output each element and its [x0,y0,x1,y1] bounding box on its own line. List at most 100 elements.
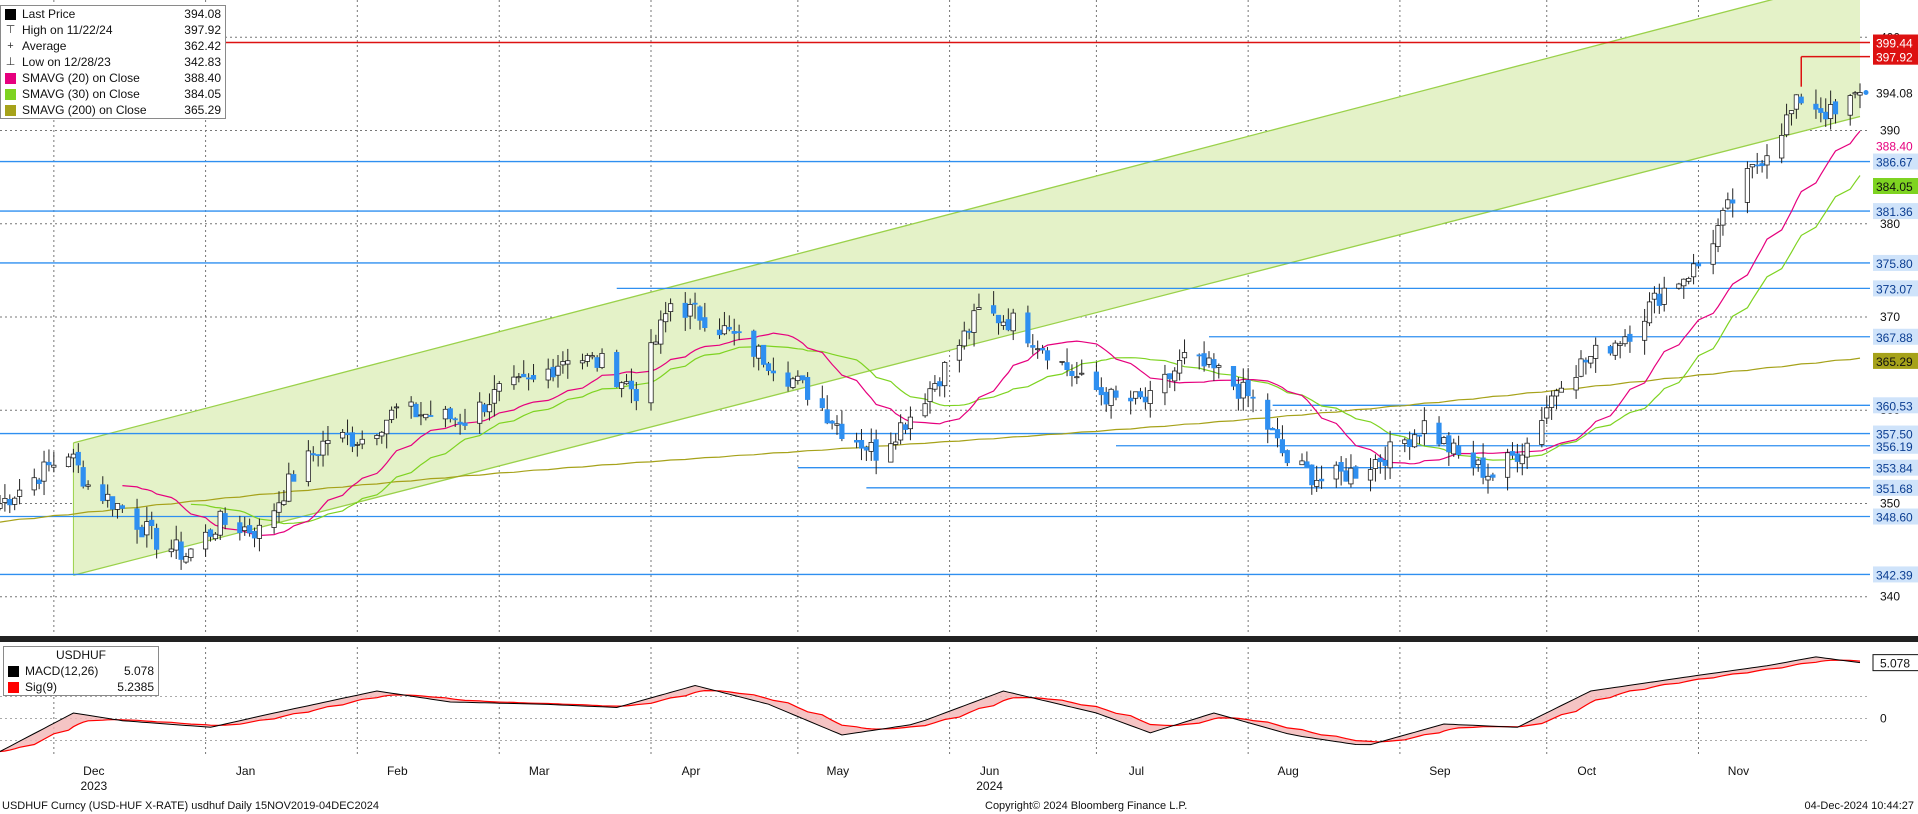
candle [70,453,76,459]
candle [1040,347,1046,351]
candle [1108,388,1114,406]
legend-swatch [5,8,16,20]
legend-value: 342.83 [184,55,221,69]
candle [584,355,591,362]
candle [1436,422,1442,445]
candle [1710,243,1716,265]
candle [1656,293,1662,306]
candle [1676,283,1682,289]
candle [1720,209,1726,226]
candle [1314,479,1320,487]
candle [1553,390,1560,397]
candle [173,539,179,551]
candle [183,556,189,563]
line-value-tag: 357.50 [1876,428,1913,442]
candle [457,421,463,425]
candle [207,529,214,537]
line-value-tag: 348.60 [1876,511,1913,525]
candle [119,505,125,509]
legend-swatch [8,681,19,693]
y-tick-label: 380 [1880,217,1900,231]
candle [614,351,620,388]
legend-marker-icon: + [7,40,14,52]
x-tick-label: Apr [682,764,701,778]
legend-row: ⊤ High on 11/22/24 397.92 [1,22,225,38]
candle [1544,407,1550,419]
candle [374,434,380,439]
footer-center: Copyright© 2024 Bloomberg Finance L.P. [985,800,1188,812]
candle [623,381,630,385]
candle [1505,452,1511,478]
y-tick-label: 370 [1880,310,1900,324]
current-value-tag: 394.08 [1876,86,1913,100]
candle [1749,163,1755,168]
candle [286,473,292,502]
legend-label: Sig(9) [25,680,58,694]
candle [560,361,566,366]
candle [16,489,23,497]
candle [1265,399,1271,430]
candle [1044,350,1051,361]
candle [379,431,385,437]
candle [31,477,37,491]
panel-separator [0,636,1918,642]
candle [80,467,86,487]
candle [2,497,8,503]
candle [486,404,493,413]
candle [1578,358,1584,377]
candle [619,382,625,389]
current-value-tag-bg [1873,178,1918,195]
legend-swatch [5,104,16,116]
candle [1475,459,1481,466]
candle [1230,365,1237,387]
candle [1279,439,1285,454]
line-value-tag-bg [1873,425,1918,442]
candle [1069,370,1075,376]
line-value-tag-bg [1873,508,1918,525]
candle [937,381,943,387]
candle [633,388,639,402]
legend-swatch [8,665,19,677]
candle [785,372,791,387]
line-value-tag: 375.80 [1876,257,1913,271]
legend-swatch [5,72,16,84]
legend-row: ⊥ Low on 12/28/23 342.83 [1,54,225,70]
candle [462,422,468,426]
candle [579,360,586,364]
candle [212,533,218,540]
candle [1779,134,1785,159]
candle [1098,387,1104,396]
candle [521,373,527,378]
candle [511,376,517,386]
candle [242,526,248,532]
candle [1828,104,1834,120]
candle [168,548,174,553]
candle [153,527,160,550]
candle [1612,342,1618,356]
candle [1695,263,1702,267]
candle [1387,441,1393,469]
candle [1128,397,1134,402]
candle [1079,372,1085,375]
x-year-label: 2024 [976,779,1003,793]
legend-label: Last Price [22,7,76,21]
candle [863,446,870,451]
candle [202,531,209,550]
candle [1514,453,1520,462]
candle [1147,390,1153,405]
macd-legend: USDHUF MACD(12,26) 5.078 Sig(9) 5.2385 [3,646,159,696]
candle [1818,108,1824,113]
candle [481,404,488,413]
candle [1451,442,1457,455]
red-value-tag-bg [1873,48,1918,65]
candle [320,440,326,456]
legend-label: MACD(12,26) [25,664,99,678]
candle [1823,111,1829,120]
candle [1686,277,1692,282]
legend-value: 384.05 [184,87,221,101]
candle [1764,155,1770,166]
candle [1005,319,1011,331]
candle [85,484,91,487]
candle [271,510,277,528]
candle [1333,464,1339,480]
